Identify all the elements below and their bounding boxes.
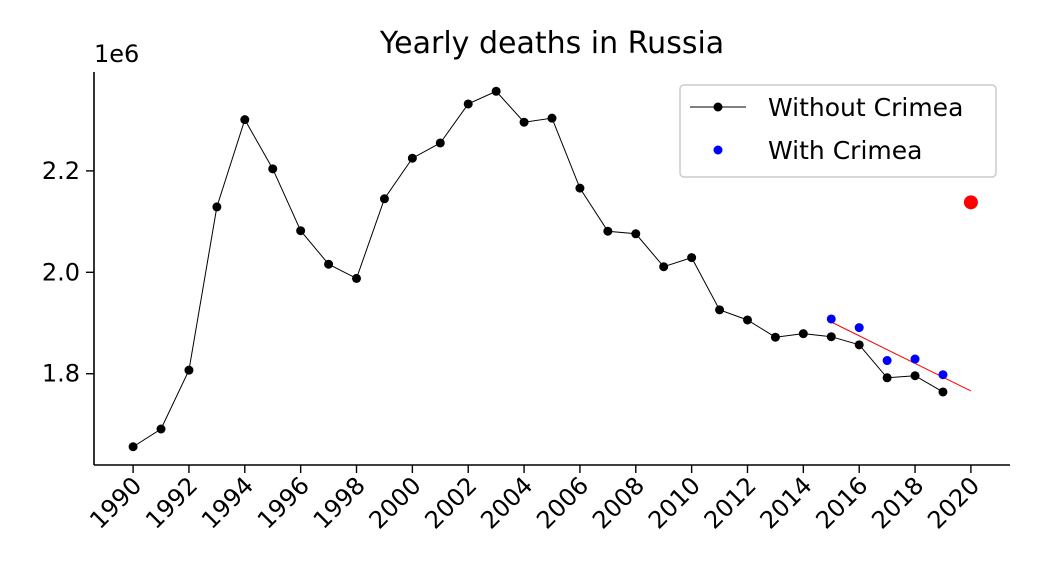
y-tick-label: 1.8 [42,360,80,388]
legend-marker-without-crimea [713,102,723,112]
x-tick-label: 1996 [252,471,315,534]
point-without-crimea [379,194,389,204]
y-axis-offset-label: 1e6 [94,40,139,68]
point-without-crimea [742,315,752,325]
series-line-without-crimea [132,90,944,448]
legend-label-without-crimea: Without Crimea [768,93,963,122]
point-without-crimea [854,340,864,350]
point-without-crimea [240,115,250,125]
x-tick-label: 1998 [308,471,371,534]
y-tick-label: 2.0 [42,258,80,286]
point-without-crimea [798,329,808,339]
x-tick-label: 2016 [810,471,873,534]
x-tick-label: 2010 [643,471,706,534]
point-without-crimea [687,253,697,263]
x-tick-label: 2006 [531,471,594,534]
point-without-crimea [631,229,641,239]
point-without-crimea [268,164,278,174]
point-without-crimea [156,424,166,434]
x-tick-label: 2018 [866,471,929,534]
point-with-crimea [910,354,920,364]
x-tick-label: 1990 [84,471,147,534]
point-without-crimea [352,273,362,283]
highlight-point [963,195,978,210]
point-without-crimea [407,153,417,163]
point-without-crimea [659,262,669,272]
point-without-crimea [435,138,445,148]
point-without-crimea [826,332,836,342]
x-tick-label: 2002 [419,471,482,534]
point-without-crimea [910,371,920,381]
point-without-crimea [938,387,948,397]
point-with-crimea [826,314,836,324]
legend: Without Crimea With Crimea [679,84,997,178]
x-tick-label: 1992 [140,471,203,534]
point-without-crimea [603,226,613,236]
x-tick-label: 2000 [364,471,427,534]
point-without-crimea [324,259,334,269]
point-without-crimea [296,226,306,236]
x-tick-label: 2012 [699,471,762,534]
x-tick-label: 2020 [922,471,985,534]
point-without-crimea [519,117,529,127]
trend-line [831,321,972,392]
point-without-crimea [770,332,780,342]
x-tick-label: 1994 [196,471,259,534]
point-without-crimea [882,373,892,383]
y-tick-label: 2.2 [42,157,80,185]
legend-marker-with-crimea [713,145,723,155]
point-without-crimea [184,365,194,375]
point-without-crimea [491,86,501,96]
plot-area [128,86,978,452]
point-without-crimea [715,305,725,315]
point-without-crimea [128,442,138,452]
point-without-crimea [463,99,473,109]
point-with-crimea [938,370,948,380]
point-without-crimea [547,113,557,123]
point-with-crimea [854,323,864,333]
point-with-crimea [882,356,892,366]
x-tick-label: 2014 [755,471,818,534]
legend-box [679,84,997,178]
point-without-crimea [575,183,585,193]
x-tick-label: 2004 [475,471,538,534]
x-tick-label: 2008 [587,471,650,534]
point-without-crimea [212,202,222,212]
chart-title: Yearly deaths in Russia [379,26,724,61]
legend-label-with-crimea: With Crimea [768,136,922,165]
